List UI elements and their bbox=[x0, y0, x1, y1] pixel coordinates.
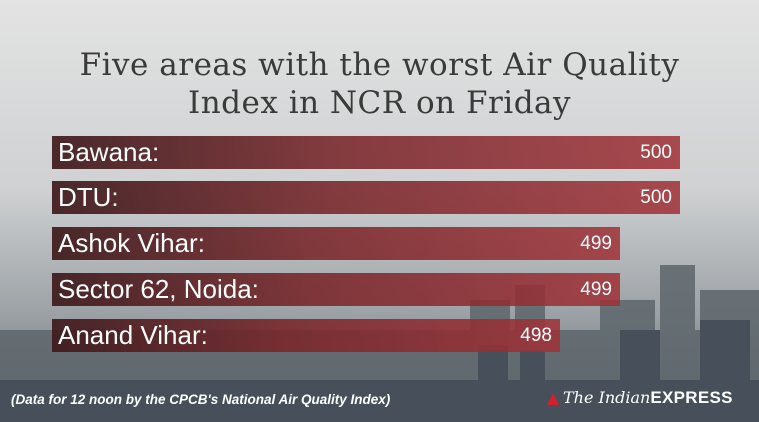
data-source-note: (Data for 12 noon by the CPCB's National… bbox=[11, 392, 391, 407]
bar: Ashok Vihar: 499 bbox=[52, 227, 620, 260]
indian-express-logo: The IndianEXPRESS bbox=[546, 388, 733, 410]
bar-category-label: Sector 62, Noida: bbox=[58, 274, 259, 304]
bar-value-label: 499 bbox=[580, 279, 612, 300]
bar: Bawana: 500 bbox=[52, 136, 680, 169]
bar-category-label: Anand Vihar: bbox=[58, 320, 208, 350]
logo-mark-icon bbox=[547, 392, 559, 405]
chart-title-line2: Index in NCR on Friday bbox=[187, 85, 572, 121]
bar-category-label: Bawana: bbox=[58, 137, 160, 167]
bar-value-label: 499 bbox=[580, 233, 612, 254]
bar: DTU: 500 bbox=[52, 181, 680, 214]
bar: Sector 62, Noida: 499 bbox=[52, 273, 620, 306]
chart-title-line1: Five areas with the worst Air Quality bbox=[79, 47, 680, 83]
bar-category-label: DTU: bbox=[58, 182, 119, 212]
bar-value-label: 500 bbox=[640, 187, 672, 208]
logo-express: EXPRESS bbox=[650, 388, 733, 407]
logo-the-indian: The Indian bbox=[563, 388, 651, 407]
bar-value-label: 500 bbox=[640, 142, 672, 163]
bar-category-label: Ashok Vihar: bbox=[58, 228, 205, 258]
bar: Anand Vihar: 498 bbox=[52, 319, 560, 352]
bar-value-label: 498 bbox=[520, 325, 552, 346]
